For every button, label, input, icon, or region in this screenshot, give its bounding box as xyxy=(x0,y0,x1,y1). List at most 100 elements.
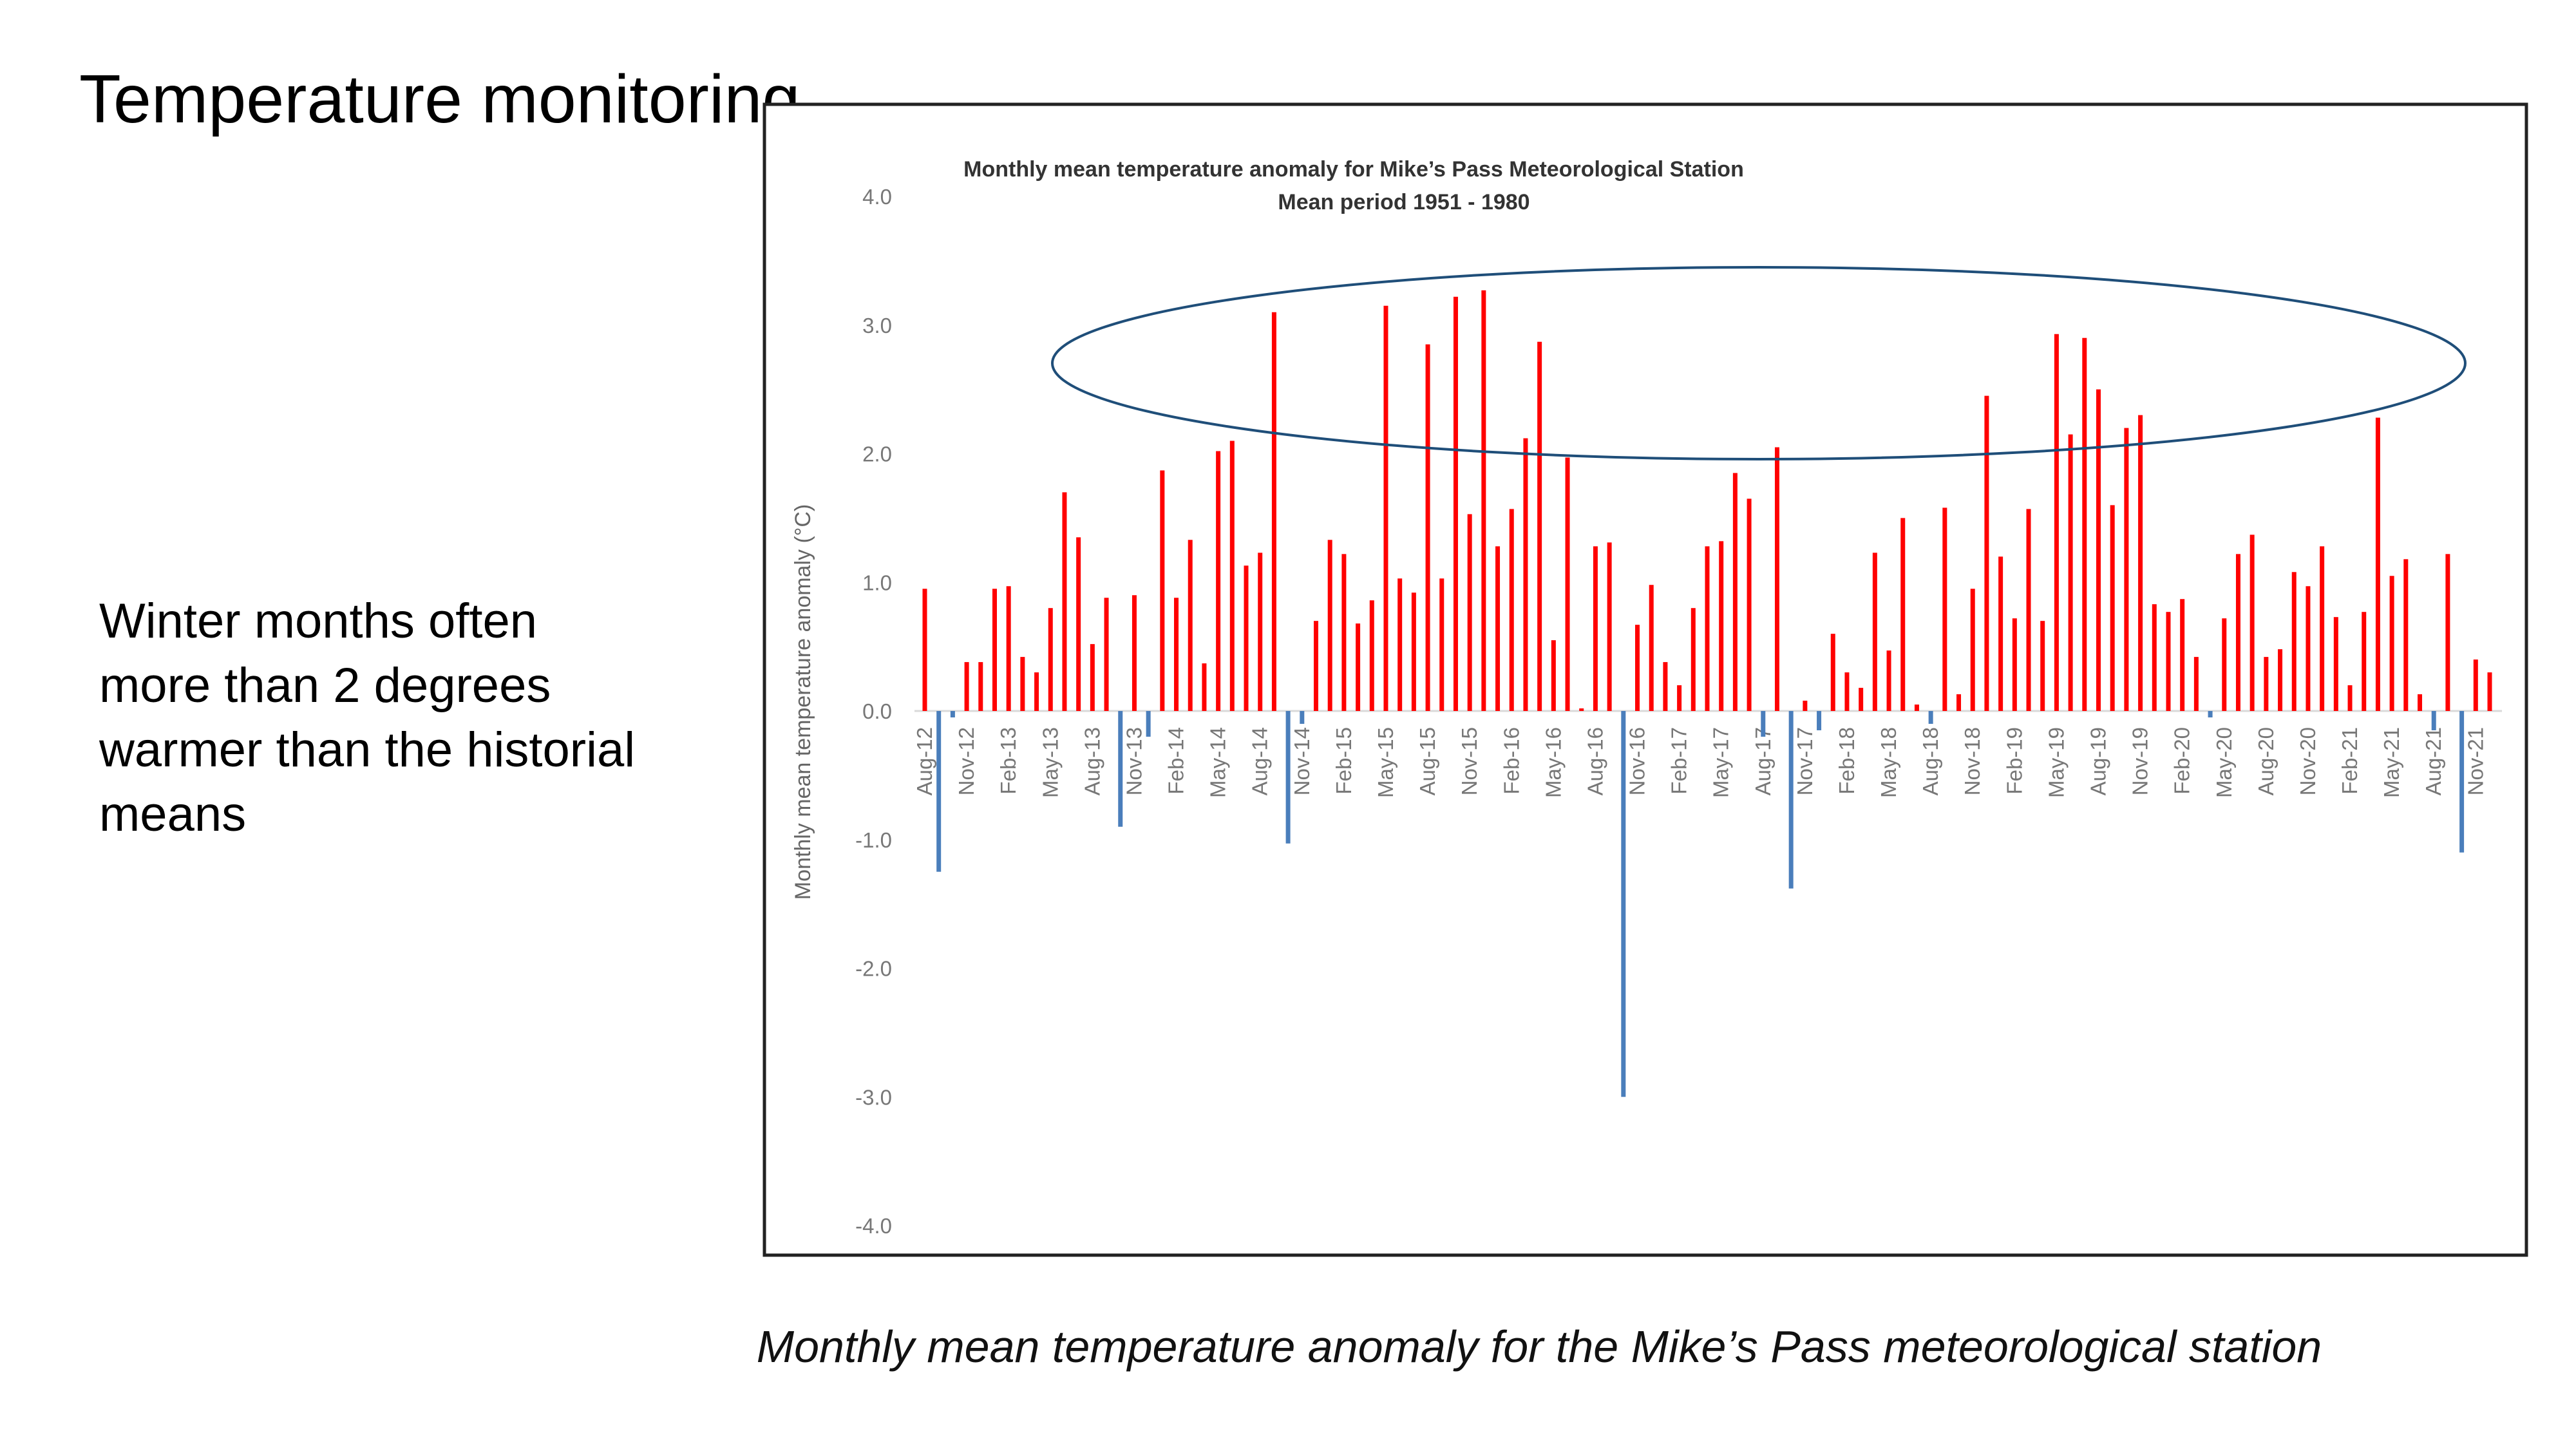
bar xyxy=(1356,623,1361,711)
bar xyxy=(1803,701,1808,711)
bar xyxy=(1216,451,1221,711)
bar xyxy=(1188,540,1193,711)
x-tick-label: May-17 xyxy=(1709,727,1733,798)
bar xyxy=(1663,662,1668,711)
bar xyxy=(2208,711,2213,717)
bar xyxy=(1383,305,1388,712)
bar xyxy=(1006,586,1011,711)
bar xyxy=(2222,618,2227,711)
bar xyxy=(1649,585,1654,711)
bar xyxy=(2375,417,2380,711)
bar xyxy=(2445,554,2450,711)
bar xyxy=(1202,663,1207,711)
bar xyxy=(2389,576,2394,711)
chart-title: Monthly mean temperature anomaly for Mik… xyxy=(963,157,1744,182)
bar xyxy=(1872,553,1877,711)
bar xyxy=(2193,657,2199,711)
note-line: means xyxy=(99,787,246,842)
bar xyxy=(950,711,955,717)
x-tick-label: Aug-12 xyxy=(913,727,936,795)
bar xyxy=(964,662,969,711)
bar xyxy=(2110,505,2115,711)
bar xyxy=(1970,589,1975,711)
x-tick-label: Nov-15 xyxy=(1457,727,1481,795)
bar xyxy=(2138,415,2143,711)
bar xyxy=(1956,694,1962,711)
bar xyxy=(1397,578,1403,711)
plot: 4.0 3.0 2.0 1.0 0.0 -1.0 -2.0 -3.0 -4.0 Aug-12 Nov… xyxy=(855,185,2502,1238)
bar xyxy=(1719,541,1724,711)
x-tick-label: May-18 xyxy=(1877,727,1900,798)
bar xyxy=(1900,518,1906,711)
chart-frame xyxy=(762,102,2528,1257)
bar xyxy=(1705,546,1710,711)
highlight-ellipse xyxy=(1051,266,2467,460)
y-tick-label: -3.0 xyxy=(855,1085,892,1109)
bar xyxy=(2124,428,2129,711)
bar xyxy=(1551,640,1556,711)
bar xyxy=(922,589,927,711)
bar xyxy=(1844,672,1850,711)
bar xyxy=(1314,621,1318,711)
x-tick-label: Feb-14 xyxy=(1164,727,1188,795)
bar xyxy=(1593,546,1598,711)
bar xyxy=(2054,334,2059,711)
x-tick-label: May-15 xyxy=(1374,727,1397,798)
y-tick-label: 1.0 xyxy=(862,571,892,594)
bar xyxy=(1621,711,1626,1097)
x-tick-label: Feb-18 xyxy=(1835,727,1859,795)
bar xyxy=(2362,612,2367,711)
bar xyxy=(1690,608,1696,711)
bar xyxy=(1467,514,1472,711)
bar xyxy=(1830,634,1835,711)
bar xyxy=(1859,688,1864,711)
chart-subtitle: Mean period 1951 - 1980 xyxy=(1278,190,1530,214)
bar xyxy=(1774,447,1779,711)
bar xyxy=(1817,711,1822,730)
x-tick-label: Feb-13 xyxy=(996,727,1020,795)
bar xyxy=(1677,685,1682,711)
bar xyxy=(2180,599,2185,711)
bar xyxy=(1761,711,1766,737)
bar xyxy=(2082,337,2087,711)
x-tick-label: Feb-15 xyxy=(1332,727,1356,795)
bar xyxy=(2291,572,2297,711)
x-tick-label: Aug-19 xyxy=(2087,727,2110,795)
x-tick-label: Aug-18 xyxy=(1918,727,1942,795)
bar xyxy=(1579,708,1584,711)
x-tick-label: Aug-17 xyxy=(1751,727,1775,795)
bar xyxy=(1327,540,1332,711)
bar xyxy=(2473,659,2478,711)
bar xyxy=(1411,592,1416,711)
bar xyxy=(1369,600,1374,711)
caption: Monthly mean temperature anomaly for the… xyxy=(757,1321,2322,1372)
bar xyxy=(1271,312,1276,711)
note-line: more than 2 degrees xyxy=(99,658,551,713)
x-tick-label: Nov-20 xyxy=(2296,727,2320,795)
y-axis-title: Monthly mean temperature anomaly (°C) xyxy=(791,504,815,900)
bar xyxy=(2403,559,2409,711)
x-tick-label: Aug-20 xyxy=(2254,727,2278,795)
x-tick-label: Nov-19 xyxy=(2128,727,2152,795)
x-tick-label: Feb-19 xyxy=(2002,727,2026,795)
bar xyxy=(1062,492,1067,711)
bar xyxy=(1788,711,1794,889)
bar xyxy=(2068,434,2073,711)
x-tick-label: May-16 xyxy=(1541,727,1565,798)
bar xyxy=(1481,290,1486,711)
bar xyxy=(1942,507,1947,711)
bar xyxy=(1565,457,1570,711)
x-tick-label: May-21 xyxy=(2380,727,2403,798)
bar xyxy=(1607,542,1612,711)
bar xyxy=(2026,509,2031,711)
note-line: Winter months often xyxy=(99,594,537,649)
bar xyxy=(936,711,942,872)
y-tick-label: -4.0 xyxy=(855,1214,892,1238)
x-tick-label: May-13 xyxy=(1038,727,1062,798)
bar xyxy=(2431,711,2436,730)
x-tick-label: Nov-16 xyxy=(1625,727,1649,795)
x-tick-label: Feb-16 xyxy=(1499,727,1523,795)
bar xyxy=(2487,672,2492,711)
bar xyxy=(1886,650,1891,711)
bar xyxy=(2306,586,2311,711)
